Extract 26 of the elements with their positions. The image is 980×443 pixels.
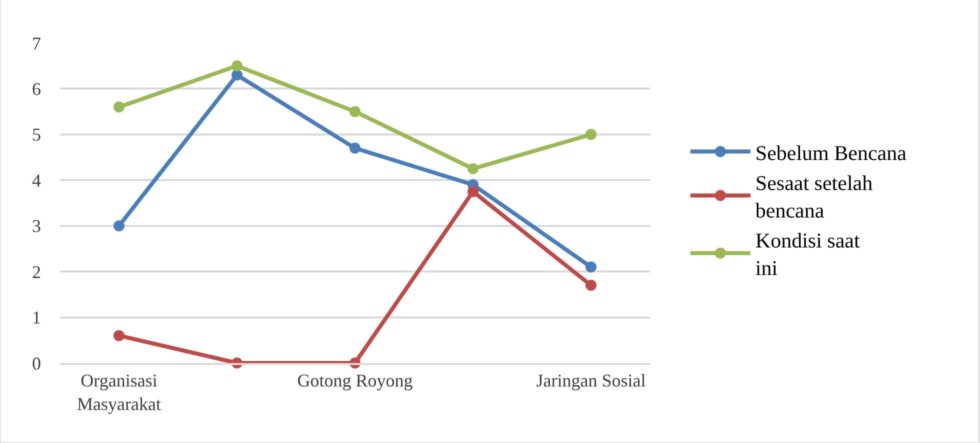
point — [468, 163, 478, 174]
y-tick-label: 4 — [32, 170, 41, 190]
point — [232, 70, 242, 80]
point — [468, 186, 478, 198]
legend-label: Kondisi saat ini — [755, 228, 860, 280]
legend-label: Sebelum Bencana — [755, 140, 908, 165]
y-tick-label: 7 — [32, 33, 41, 54]
point — [586, 280, 596, 291]
x-tick-label: Jaringan Sosial — [536, 370, 646, 390]
x-tick-label: Gotong Royong — [297, 370, 413, 390]
y-tick-label: 3 — [32, 216, 41, 236]
point — [350, 142, 360, 154]
point — [586, 128, 596, 140]
x-tick-label: Organisasi Masyarakat — [77, 370, 161, 414]
point — [586, 262, 596, 272]
point — [114, 102, 124, 112]
point — [350, 106, 360, 118]
point — [232, 60, 242, 72]
y-tick-label: 1 — [32, 308, 41, 328]
point — [114, 220, 124, 232]
y-tick-label: 2 — [32, 262, 41, 282]
y-tick-label: 0 — [32, 353, 41, 374]
legend-label: Sesaat setelah bencana — [755, 171, 874, 222]
y-tick-label: 6 — [32, 79, 41, 100]
y-tick-label: 5 — [32, 124, 41, 145]
point — [114, 330, 124, 342]
